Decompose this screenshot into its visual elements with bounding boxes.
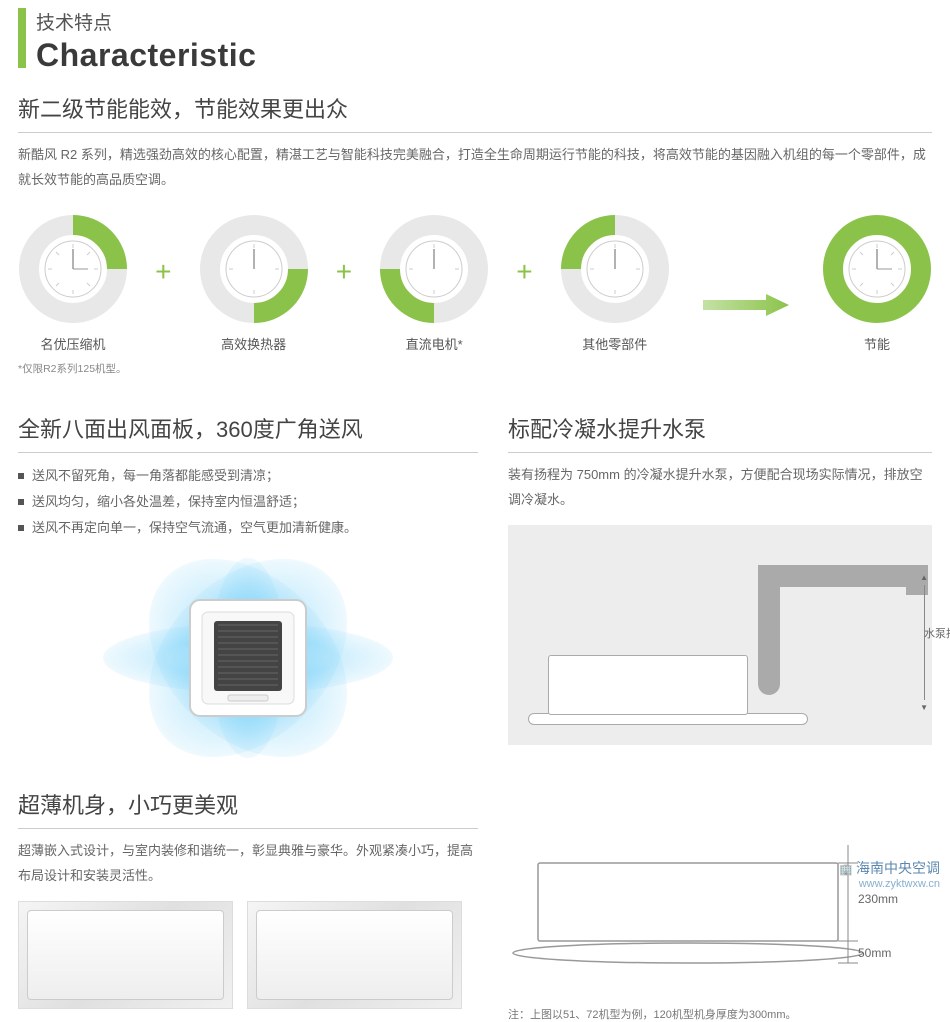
dim-text: 水泵扬程750mm	[924, 625, 950, 641]
section4-body: 超薄嵌入式设计，与室内装修和谐统一，彰显典雅与豪华。外观紧凑小巧，提高布局设计和…	[18, 839, 478, 888]
plus-icon: +	[336, 256, 352, 288]
ring-label: 名优压缩机	[40, 334, 105, 353]
product-photo	[18, 901, 233, 1009]
divider	[508, 452, 932, 453]
ring-icon	[199, 214, 309, 324]
plus-icon: +	[516, 256, 532, 288]
ring-icon	[379, 214, 489, 324]
ring-item: 名优压缩机	[18, 214, 128, 353]
section4-note: 注：上图以51、72机型为例，120机型机身厚度为300mm。	[508, 1006, 932, 1022]
ring-item: 直流电机*	[379, 214, 489, 353]
dim-230: 230mm	[858, 892, 898, 906]
pipe	[758, 565, 928, 587]
section3-title: 标配冷凝水提升水泵	[508, 412, 932, 444]
slim-photos	[18, 901, 478, 1009]
watermark-brand: 海南中央空调	[856, 860, 940, 876]
ring-label: 其他零部件	[582, 334, 647, 353]
page-header: 技术特点 Characteristic	[18, 8, 932, 74]
ring-label: 节能	[864, 334, 890, 353]
section4-title: 超薄机身，小巧更美观	[18, 788, 478, 820]
pipe	[758, 565, 780, 695]
watermark: 🏢 海南中央空调 www.zyktwxw.cn	[839, 858, 940, 890]
section1-title: 新二级节能能效，节能效果更出众	[18, 92, 932, 124]
section3-body: 装有扬程为 750mm 的冷凝水提升水泵，方便配合现场实际情况，排放空调冷凝水。	[508, 463, 932, 512]
pump-unit	[548, 655, 748, 715]
ring-icon	[560, 214, 670, 324]
header-accent-bar	[18, 8, 26, 68]
ring-icon	[18, 214, 128, 324]
cassette-illustration	[18, 553, 478, 768]
bullet-item: 送风不再定向单一，保持空气流通，空气更加清新健康。	[18, 515, 478, 541]
divider	[18, 452, 478, 453]
divider	[18, 132, 932, 133]
ring-label: 直流电机*	[406, 334, 463, 353]
ring-item: 节能	[822, 214, 932, 353]
section2-bullets: 送风不留死角，每一角落都能感受到清凉； 送风均匀，缩小各处温差，保持室内恒温舒适…	[18, 463, 478, 541]
dimension-label: ▲ ▼	[920, 573, 928, 712]
product-photo	[247, 901, 462, 1009]
ring-row: 名优压缩机 + 高效换热器 + 直流电机* + 其他零部件 节能	[18, 214, 932, 353]
header-zh: 技术特点	[36, 8, 256, 35]
plus-icon: +	[155, 256, 171, 288]
bullet-item: 送风均匀，缩小各处温差，保持室内恒温舒适；	[18, 489, 478, 515]
ring-label: 高效换热器	[221, 334, 286, 353]
section1-footnote: *仅限R2系列125机型。	[18, 361, 932, 376]
header-en: Characteristic	[36, 37, 256, 74]
ring-item: 高效换热器	[199, 214, 309, 353]
section2-title: 全新八面出风面板，360度广角送风	[18, 412, 478, 444]
watermark-icon: 🏢	[839, 864, 856, 876]
ring-item: 其他零部件	[560, 214, 670, 353]
dim-50: 50mm	[858, 946, 891, 960]
pump-diagram: ▲ ▼ 水泵扬程750mm	[508, 525, 932, 745]
watermark-url: www.zyktwxw.cn	[859, 878, 940, 890]
ring-icon	[822, 214, 932, 324]
section1-body: 新酷风 R2 系列，精选强劲高效的核心配置，精湛工艺与智能科技完美融合，打造全生…	[18, 143, 932, 192]
bullet-item: 送风不留死角，每一角落都能感受到清凉；	[18, 463, 478, 489]
arrow-icon	[701, 293, 791, 317]
divider	[18, 828, 478, 829]
